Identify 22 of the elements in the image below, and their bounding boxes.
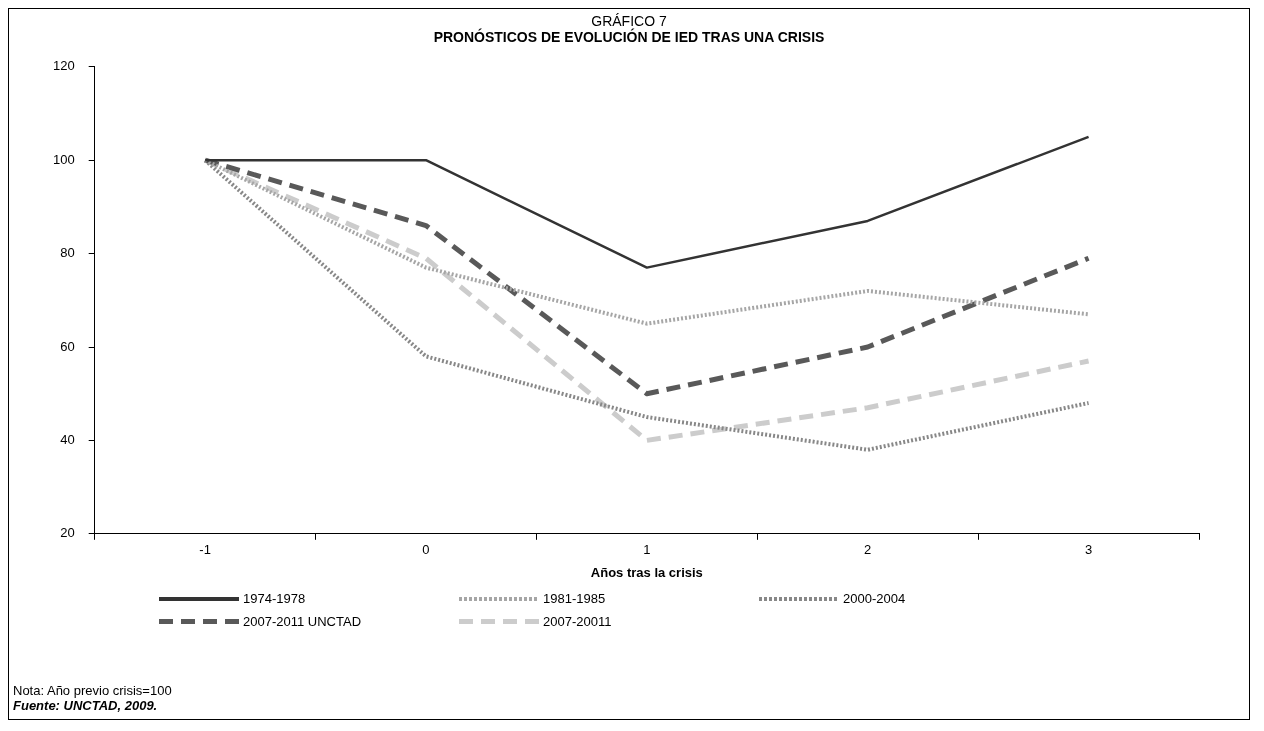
line-series (203, 158, 1091, 326)
x-tick-label: 2 (864, 542, 872, 558)
y-tick-label: 120 (52, 58, 75, 74)
x-tick-label: 0 (422, 542, 430, 558)
y-tick-label: 40 (60, 431, 75, 447)
x-tick-label: -1 (199, 542, 211, 558)
legend-label: 1981-1985 (543, 591, 606, 606)
legend-label: 1974-1978 (243, 591, 306, 606)
legend-label: 2007-2011 UNCTAD (243, 614, 362, 629)
x-tick-label: 1 (643, 542, 651, 558)
legend-label: 2007-20011 (543, 614, 612, 629)
y-tick-label: 100 (52, 151, 75, 167)
y-tick-label: 60 (60, 338, 75, 354)
source-note: Fuente: UNCTAD, 2009. (13, 698, 159, 713)
y-tick-label: 80 (60, 245, 75, 261)
chart-title: PRONÓSTICOS DE EVOLUCIÓN DE IED TRAS UNA CRISIS (432, 29, 826, 45)
x-tick-label: 3 (1084, 542, 1093, 558)
text: Nota: Año previo crisis=100 (13, 683, 172, 698)
y-tick-label: 20 (60, 525, 75, 541)
x-axis-title: Años tras la crisis (590, 564, 703, 580)
legend-label: 2000-2004 (843, 591, 906, 606)
chart-subtitle: GRÁFICO 7 (591, 13, 668, 29)
